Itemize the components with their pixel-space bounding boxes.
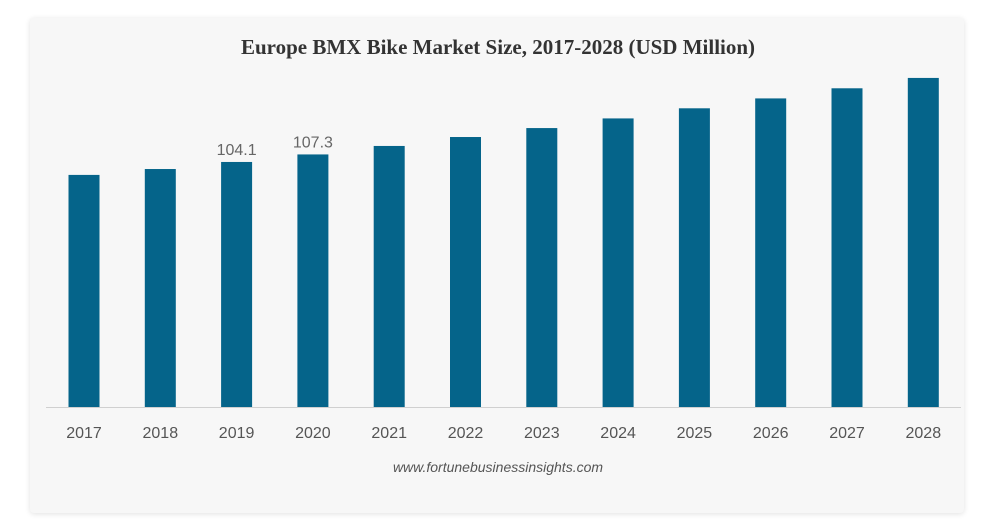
chart-card <box>30 18 964 513</box>
data-label-2020: 107.3 <box>293 134 333 151</box>
bar-2023 <box>526 128 558 408</box>
bar-2027 <box>831 88 863 407</box>
bar-2018 <box>144 169 176 407</box>
data-label-2019: 104.1 <box>217 142 257 159</box>
x-tick-label: 2017 <box>66 425 102 442</box>
chart-title: Europe BMX Bike Market Size, 2017-2028 (… <box>241 35 755 59</box>
bar-2022 <box>450 137 481 407</box>
x-tick-label: 2020 <box>295 425 331 442</box>
x-tick-label: 2023 <box>524 425 560 442</box>
x-tick-label: 2022 <box>448 425 484 442</box>
x-tick-label: 2025 <box>677 425 713 442</box>
x-tick-label: 2021 <box>371 425 407 442</box>
bar-2020 <box>297 154 329 407</box>
bar-2019 <box>221 161 253 407</box>
x-tick-label: 2024 <box>600 425 636 442</box>
source-text: www.fortunebusinessinsights.com <box>393 459 603 475</box>
bar-2026 <box>755 98 787 407</box>
x-tick-label: 2027 <box>829 425 865 442</box>
bar-2025 <box>678 108 710 407</box>
x-tick-label: 2018 <box>143 425 179 442</box>
bar-2028 <box>907 77 939 407</box>
x-tick-label: 2028 <box>906 425 942 442</box>
bar-2017 <box>68 174 100 407</box>
x-tick-label: 2019 <box>219 425 255 442</box>
bar-2024 <box>602 118 634 408</box>
x-tick-label: 2026 <box>753 425 789 442</box>
bar-2021 <box>373 145 405 407</box>
